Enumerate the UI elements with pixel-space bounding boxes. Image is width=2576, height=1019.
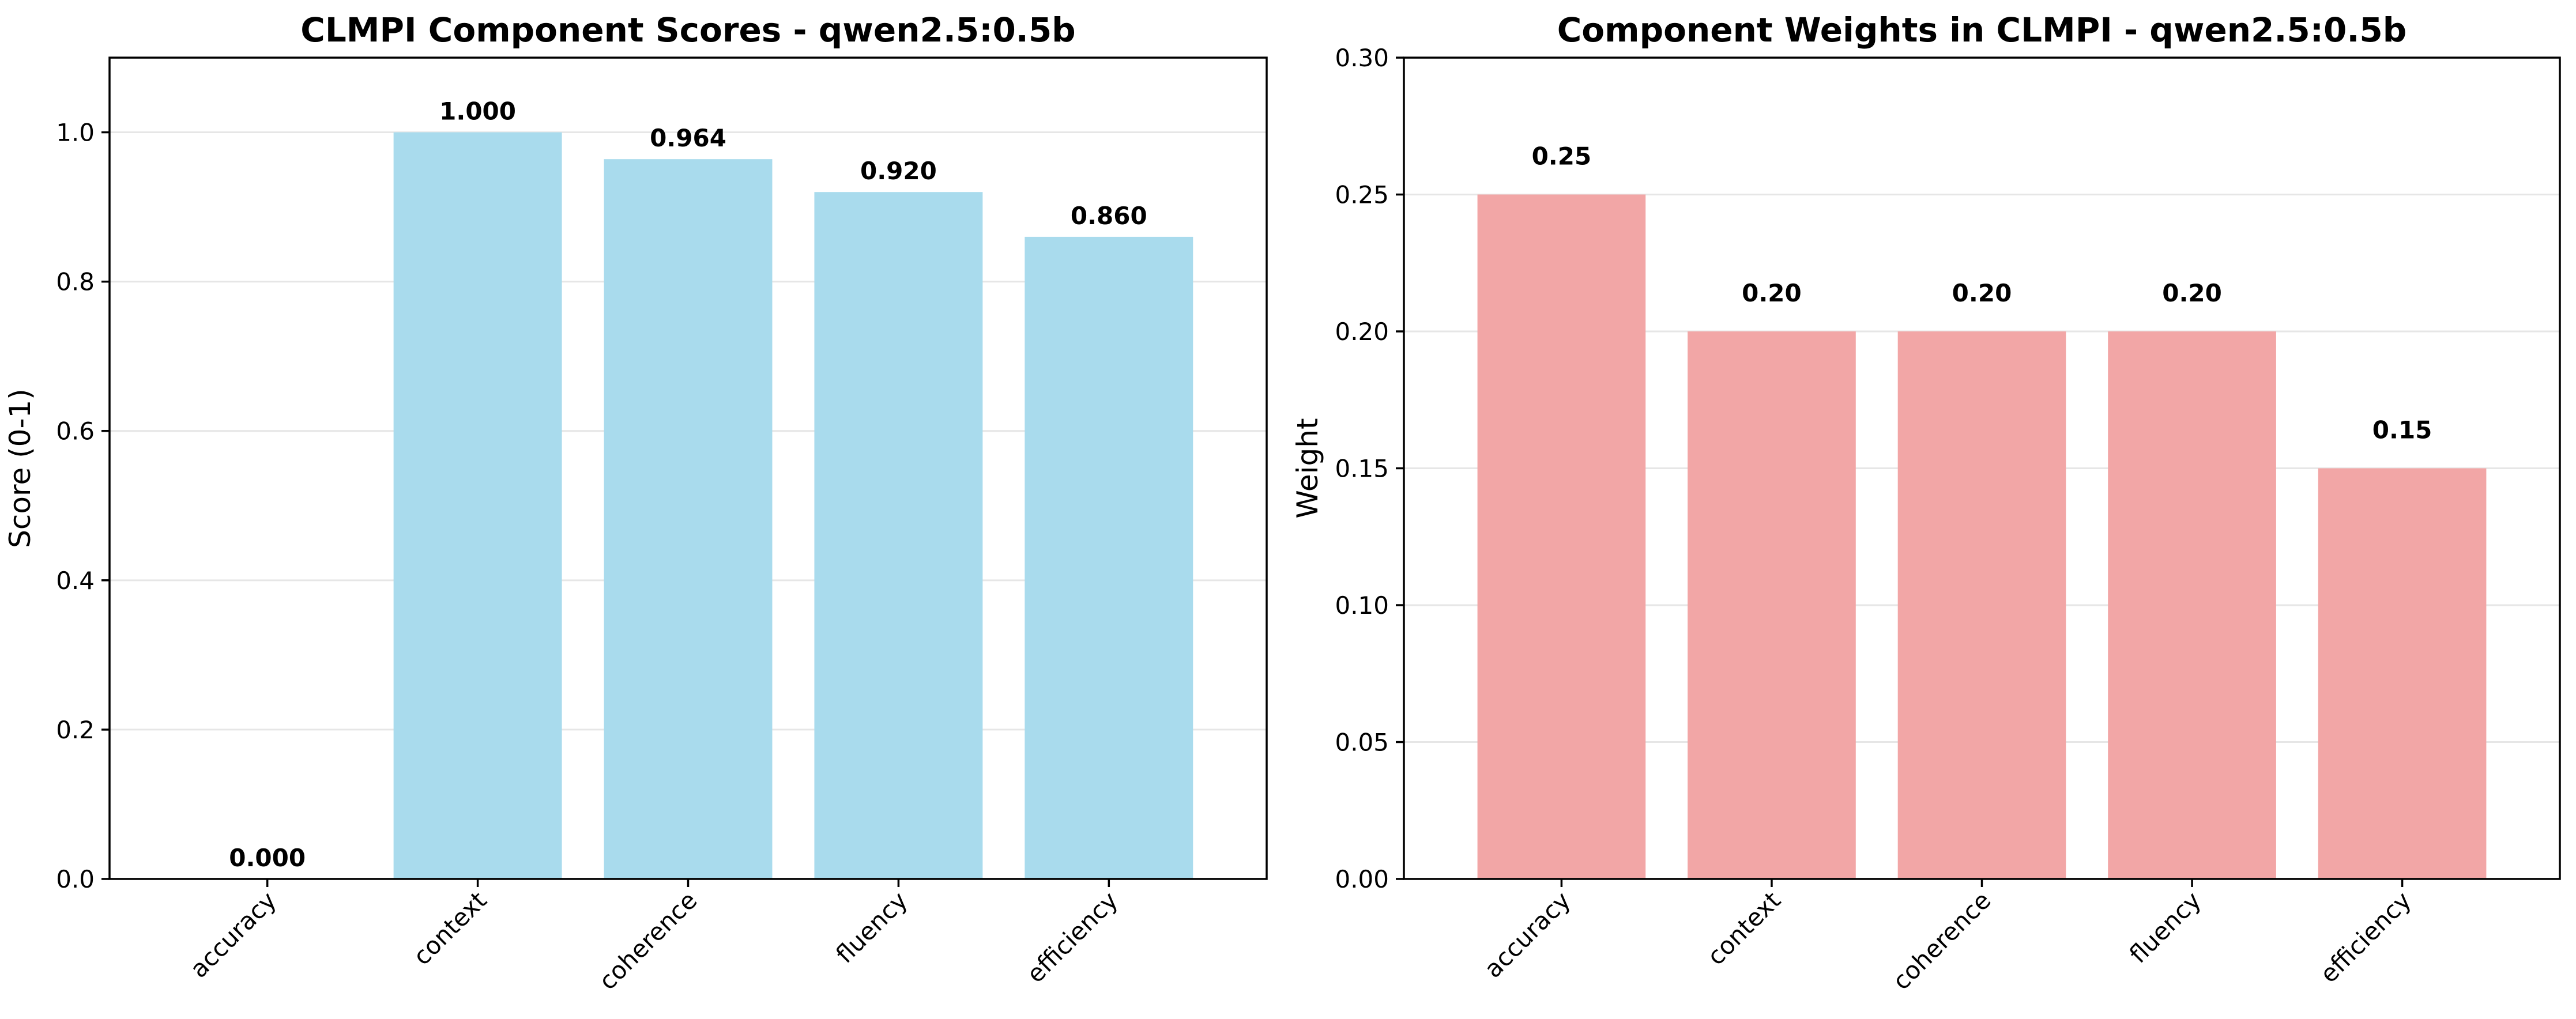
y-tick-label: 0.00 (1335, 865, 1389, 893)
y-tick-label: 0.10 (1335, 591, 1389, 620)
y-tick-label: 0.30 (1335, 44, 1389, 72)
y-tick-label: 1.0 (56, 119, 95, 147)
y-tick-label: 0.2 (56, 716, 95, 744)
bar-coherence (1897, 331, 2066, 879)
component-weights-chart: Component Weights in CLMPI - qwen2.5:0.5… (1291, 10, 2561, 995)
y-axis-ticks: 0.0 0.2 0.4 0.6 0.8 1.0 (56, 119, 110, 893)
bar-accuracy (1477, 194, 1646, 879)
data-label: 0.20 (1742, 279, 1802, 307)
x-tick-label: coherence (1887, 886, 1996, 995)
x-axis-ticks: accuracy context coherence fluency efficienc… (184, 879, 1123, 995)
y-tick-label: 0.0 (56, 865, 95, 893)
x-tick-label: fluency (2124, 886, 2206, 968)
data-label: 0.920 (860, 157, 937, 185)
data-label: 0.000 (229, 844, 306, 872)
data-label: 0.25 (1532, 142, 1592, 171)
y-tick-label: 0.4 (56, 567, 95, 595)
y-tick-label: 0.20 (1335, 318, 1389, 346)
x-tick-label: accuracy (1479, 886, 1576, 983)
bars: 0.000 1.000 0.964 0.920 0.860 (229, 97, 1193, 880)
chart-title: Component Weights in CLMPI - qwen2.5:0.5… (1557, 10, 2407, 50)
bar-coherence (604, 159, 773, 879)
data-label: 0.964 (650, 124, 726, 152)
bar-efficiency (1025, 236, 1193, 880)
bar-efficiency (2318, 468, 2487, 879)
y-tick-label: 0.15 (1335, 455, 1389, 483)
bars: 0.25 0.20 0.20 0.20 0.15 (1477, 142, 2487, 879)
data-label: 0.860 (1071, 202, 1147, 230)
y-tick-label: 0.25 (1335, 181, 1389, 209)
bar-fluency (2108, 331, 2276, 879)
y-axis-label: Score (0-1) (3, 388, 37, 548)
data-label: 0.15 (2372, 416, 2432, 444)
y-tick-label: 0.05 (1335, 729, 1389, 757)
x-tick-label: fluency (830, 886, 913, 968)
component-scores-chart: CLMPI Component Scores - qwen2.5:0.5b Sc… (3, 10, 1268, 995)
bar-context (1688, 331, 1856, 879)
x-tick-label: efficiency (1021, 886, 1123, 988)
bar-context (393, 132, 562, 880)
data-label: 1.000 (439, 97, 516, 126)
y-tick-label: 0.6 (56, 417, 95, 446)
y-tick-label: 0.8 (56, 268, 95, 296)
data-label: 0.20 (1952, 279, 2012, 307)
x-tick-label: context (408, 886, 492, 971)
y-axis-ticks: 0.00 0.05 0.10 0.15 0.20 0.25 0.30 (1335, 44, 1404, 893)
chart-title: CLMPI Component Scores - qwen2.5:0.5b (300, 10, 1075, 50)
x-axis-ticks: accuracy context coherence fluency efficienc… (1479, 879, 2417, 995)
data-label: 0.20 (2162, 279, 2222, 307)
x-tick-label: accuracy (184, 886, 282, 983)
y-axis-label: Weight (1291, 418, 1324, 518)
x-tick-label: context (1701, 886, 1786, 971)
x-tick-label: efficiency (2314, 886, 2416, 988)
x-tick-label: coherence (593, 886, 702, 995)
bar-fluency (814, 192, 983, 879)
